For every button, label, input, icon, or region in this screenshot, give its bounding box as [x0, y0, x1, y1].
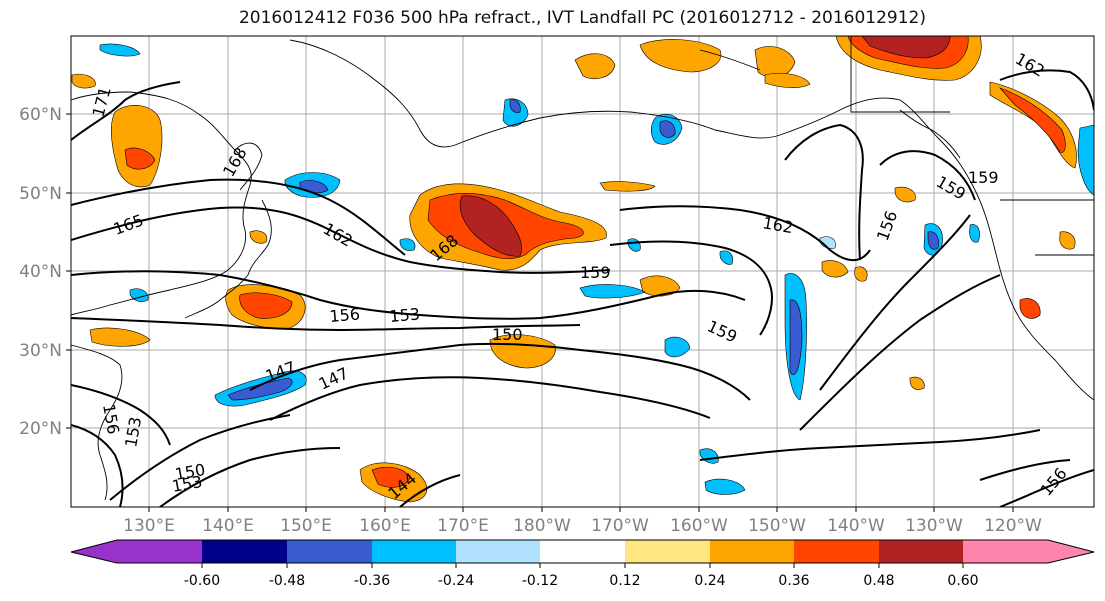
colorbar-tick-label: -0.24	[438, 573, 474, 589]
contour-label: 153	[389, 304, 421, 326]
lon-label: 120°W	[984, 516, 1042, 536]
colorbar-tick-label: -0.12	[522, 573, 558, 589]
lon-label: 150°W	[748, 516, 806, 536]
colorbar-tick-label: -0.36	[354, 573, 390, 589]
colorbar-swatch	[540, 540, 625, 563]
lon-label: 140°E	[202, 516, 254, 536]
coastlines	[71, 36, 1094, 501]
map-title: 2016012412 F036 500 hPa refract., IVT La…	[238, 8, 926, 28]
contour-label: 159	[580, 263, 611, 282]
latitude-labels: 60°N 50°N 40°N 30°N 20°N	[19, 105, 62, 439]
colorbar-tick-label: 0.24	[694, 573, 725, 589]
colorbar-swatch	[287, 540, 372, 563]
lon-label: 130°E	[123, 516, 175, 536]
lon-label: 170°E	[437, 516, 489, 536]
positive-anomaly-fill	[71, 36, 1077, 503]
lat-label: 40°N	[19, 262, 62, 282]
lon-label: 150°E	[280, 516, 332, 536]
colorbar-tick-label: -0.48	[269, 573, 305, 589]
lon-label: 160°E	[359, 516, 411, 536]
colorbar-tick-label: 0.60	[947, 573, 978, 589]
colorbar-swatch	[372, 540, 456, 563]
colorbar-tick-label: -0.60	[184, 573, 220, 589]
lon-label: 140°W	[827, 516, 885, 536]
colorbar-swatch	[879, 540, 963, 563]
colorbar-swatch	[710, 540, 794, 563]
lon-label: 180°W	[513, 516, 571, 536]
contour-label: 159	[968, 168, 999, 187]
colorbar-swatch	[963, 540, 1094, 563]
lat-label: 60°N	[19, 105, 62, 125]
colorbar-swatch	[794, 540, 879, 563]
colorbar-tick-label: 0.36	[778, 573, 809, 589]
lat-label: 30°N	[19, 341, 62, 361]
contour-label: 150	[492, 325, 523, 344]
lat-label: 50°N	[19, 184, 62, 204]
lon-label: 130°W	[905, 516, 963, 536]
colorbar-swatch	[625, 540, 710, 563]
colorbar-swatch	[71, 540, 202, 563]
lon-label: 160°W	[670, 516, 728, 536]
refractivity-contours	[71, 69, 1094, 507]
lon-label: 170°W	[591, 516, 649, 536]
colorbar-swatch	[456, 540, 540, 563]
lat-label: 20°N	[19, 419, 62, 439]
colorbar-tick-label: 0.12	[609, 573, 640, 589]
colorbar-swatch	[202, 540, 287, 563]
colorbar: -0.60 -0.48 -0.36 -0.24 -0.12 0.12 0.24 …	[70, 539, 1095, 589]
negative-anomaly-fill	[99, 43, 1094, 495]
longitude-labels: 130°E 140°E 150°E 160°E 170°E 180°W 170°…	[123, 516, 1042, 536]
colorbar-tick-label: 0.48	[863, 573, 894, 589]
contour-label: 156	[329, 304, 361, 326]
axis-ticks	[66, 113, 1014, 512]
